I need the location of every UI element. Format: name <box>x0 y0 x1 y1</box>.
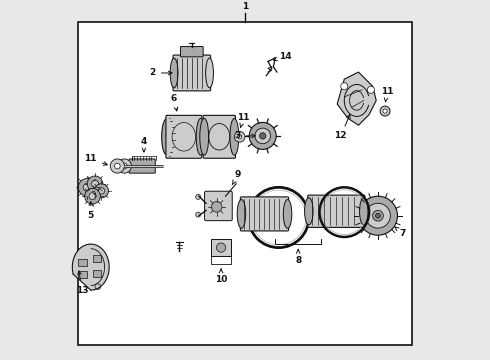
Circle shape <box>211 202 222 212</box>
Circle shape <box>260 133 266 139</box>
Circle shape <box>196 194 201 199</box>
Ellipse shape <box>230 118 239 155</box>
Text: 6: 6 <box>171 94 178 111</box>
FancyBboxPatch shape <box>205 191 232 221</box>
Ellipse shape <box>206 58 214 88</box>
Text: 12: 12 <box>335 114 350 140</box>
Circle shape <box>196 212 201 217</box>
Circle shape <box>115 163 120 169</box>
Circle shape <box>217 243 226 252</box>
Circle shape <box>368 86 374 93</box>
Circle shape <box>83 183 91 191</box>
Circle shape <box>85 188 100 204</box>
FancyBboxPatch shape <box>203 115 235 158</box>
FancyBboxPatch shape <box>173 55 211 91</box>
Polygon shape <box>73 244 109 290</box>
Circle shape <box>359 196 397 235</box>
Circle shape <box>110 159 124 173</box>
Ellipse shape <box>266 126 274 146</box>
Circle shape <box>87 176 103 192</box>
Circle shape <box>98 188 104 194</box>
FancyBboxPatch shape <box>211 239 231 256</box>
Text: 9: 9 <box>232 170 241 185</box>
Text: 4: 4 <box>141 137 147 152</box>
FancyBboxPatch shape <box>129 159 155 173</box>
Circle shape <box>95 284 100 289</box>
Circle shape <box>375 213 380 218</box>
Circle shape <box>255 128 270 144</box>
Ellipse shape <box>170 58 178 88</box>
Circle shape <box>122 163 127 169</box>
Circle shape <box>78 179 96 196</box>
Text: 11: 11 <box>84 154 107 165</box>
Text: 5: 5 <box>88 202 94 220</box>
Ellipse shape <box>360 198 368 225</box>
Text: 14: 14 <box>273 51 292 61</box>
Text: 10: 10 <box>215 269 227 284</box>
Circle shape <box>94 184 108 198</box>
Text: 1: 1 <box>242 2 248 11</box>
FancyBboxPatch shape <box>180 46 203 57</box>
Text: 13: 13 <box>75 271 88 294</box>
Circle shape <box>89 193 96 200</box>
Text: 11: 11 <box>237 113 249 127</box>
Text: 3: 3 <box>235 131 255 140</box>
Ellipse shape <box>200 118 209 155</box>
Circle shape <box>383 109 387 113</box>
Circle shape <box>341 83 348 90</box>
Circle shape <box>234 131 245 142</box>
FancyBboxPatch shape <box>93 270 101 277</box>
FancyBboxPatch shape <box>93 255 101 262</box>
FancyBboxPatch shape <box>308 195 365 228</box>
Circle shape <box>238 135 242 139</box>
Circle shape <box>380 106 390 116</box>
Ellipse shape <box>305 198 313 225</box>
FancyBboxPatch shape <box>241 197 289 231</box>
FancyBboxPatch shape <box>78 259 87 266</box>
FancyBboxPatch shape <box>166 115 202 158</box>
Text: 2: 2 <box>149 68 172 77</box>
Circle shape <box>92 180 98 187</box>
Circle shape <box>249 122 276 149</box>
FancyBboxPatch shape <box>78 271 87 278</box>
Text: 7: 7 <box>394 227 406 238</box>
Ellipse shape <box>162 118 172 155</box>
Text: 11: 11 <box>381 87 393 102</box>
Circle shape <box>373 210 383 221</box>
Circle shape <box>366 203 391 228</box>
Circle shape <box>117 159 131 173</box>
Text: 8: 8 <box>295 249 301 265</box>
Ellipse shape <box>283 199 292 228</box>
Polygon shape <box>337 72 376 125</box>
Ellipse shape <box>237 199 245 228</box>
Ellipse shape <box>196 118 205 155</box>
